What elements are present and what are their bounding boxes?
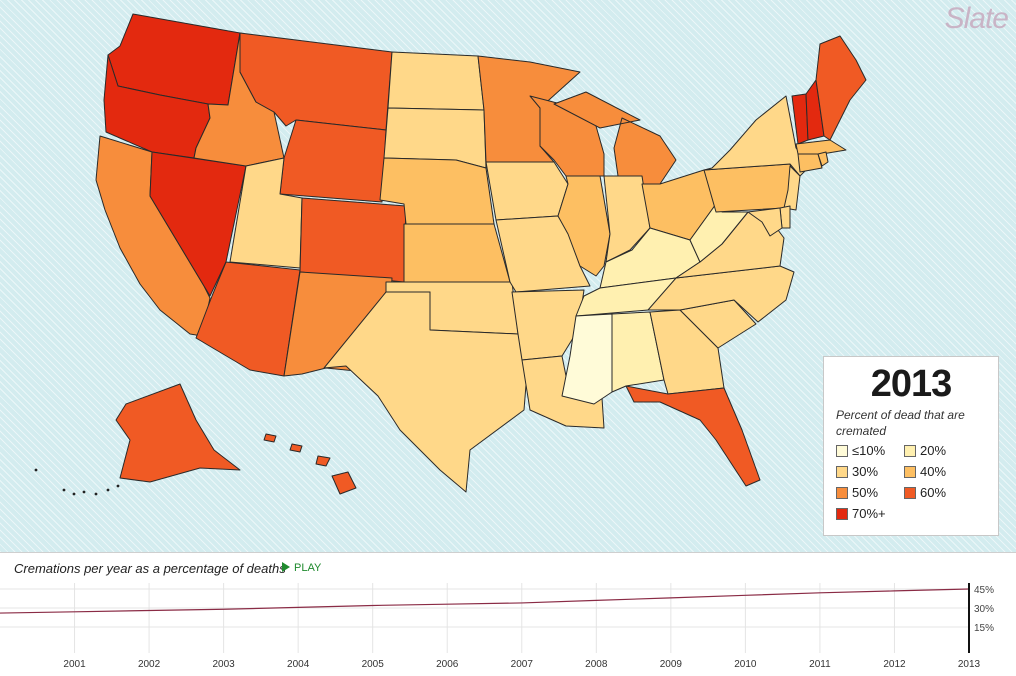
timeline-panel: Cremations per year as a percentage of d…: [0, 552, 1016, 675]
state-vt[interactable]: [791, 93, 809, 145]
state-hi[interactable]: [263, 433, 357, 495]
timeline-x-tick-label[interactable]: 2007: [511, 659, 534, 670]
state-tx[interactable]: [323, 291, 529, 493]
state-ct[interactable]: [797, 153, 823, 173]
map-panel: Slate 2013 Percent of dead that are crem…: [0, 0, 1016, 552]
state-me[interactable]: [815, 35, 867, 141]
timeline-x-tick-label[interactable]: 2008: [585, 659, 608, 670]
legend-swatch-60: [904, 486, 916, 499]
legend-label-60: 60%: [920, 485, 947, 500]
timeline-y-tick-label: 45%: [974, 585, 994, 596]
legend-item-60: 60%: [904, 485, 946, 500]
legend-swatch-10: [836, 444, 848, 457]
state-pa[interactable]: [703, 163, 799, 213]
timeline-title: Cremations per year as a percentage of d…: [14, 561, 286, 576]
timeline-y-tick-label: 15%: [974, 623, 994, 634]
state-in[interactable]: [603, 175, 651, 263]
timeline-x-tick-label[interactable]: 2006: [436, 659, 459, 670]
legend-swatch-30: [836, 465, 848, 478]
state-nc[interactable]: [647, 265, 795, 323]
timeline-x-tick-label[interactable]: 2001: [63, 659, 86, 670]
play-label: PLAY: [294, 562, 322, 574]
aleutian-island: [94, 492, 98, 496]
timeline-x-tick-label[interactable]: 2013: [958, 659, 981, 670]
timeline-trend-line: [0, 588, 970, 614]
timeline-y-tick-label: 30%: [974, 604, 994, 615]
play-button[interactable]: PLAY: [282, 562, 321, 574]
legend-label-50: 50%: [852, 485, 879, 500]
legend-item-20: 20%: [904, 443, 946, 458]
map-legend: 2013 Percent of dead that are cremated ≤…: [823, 356, 999, 536]
timeline-x-tick-label[interactable]: 2003: [212, 659, 235, 670]
state-il[interactable]: [557, 175, 611, 277]
legend-swatch-70: [836, 507, 848, 520]
us-cremation-map: [34, 13, 867, 496]
slate-logo: Slate: [944, 2, 1009, 35]
state-md[interactable]: [747, 207, 783, 237]
state-fl[interactable]: [625, 385, 761, 487]
aleutian-island: [62, 488, 66, 492]
legend-label-40: 40%: [920, 464, 947, 479]
legend-item-10: ≤10%: [836, 443, 885, 458]
aleutian-island: [82, 490, 86, 494]
timeline-x-tick-label[interactable]: 2012: [883, 659, 906, 670]
legend-item-40: 40%: [904, 464, 946, 479]
timeline-x-tick-label[interactable]: 2002: [138, 659, 161, 670]
state-az[interactable]: [195, 261, 301, 377]
aleutian-island: [116, 484, 120, 488]
state-wy[interactable]: [279, 119, 387, 203]
timeline-x-tick-label[interactable]: 2004: [287, 659, 310, 670]
aleutian-island: [72, 492, 76, 496]
timeline-x-tick-label[interactable]: 2010: [734, 659, 757, 670]
state-ks[interactable]: [403, 223, 511, 283]
state-ak[interactable]: [115, 383, 241, 483]
legend-swatch-20: [904, 444, 916, 457]
legend-item-70: 70%+: [836, 506, 886, 521]
timeline-x-tick-label[interactable]: 2011: [809, 659, 831, 670]
state-nd[interactable]: [387, 51, 485, 111]
aleutian-island: [106, 488, 110, 492]
play-icon: [282, 562, 290, 572]
timeline-x-tick-label[interactable]: 2009: [660, 659, 683, 670]
timeline-x-tick-label[interactable]: 2005: [362, 659, 385, 670]
legend-item-30: 30%: [836, 464, 878, 479]
state-al[interactable]: [611, 311, 665, 393]
state-ri[interactable]: [817, 151, 829, 167]
legend-year: 2013: [870, 363, 953, 405]
legend-swatch-40: [904, 465, 916, 478]
state-ma[interactable]: [795, 139, 847, 155]
state-ia[interactable]: [485, 161, 569, 221]
legend-label-10: ≤10%: [852, 443, 886, 458]
legend-label-30: 30%: [852, 464, 879, 479]
timeline-chart[interactable]: 45% 30% 15% 2001 2002 2003 2004 2005 2006 2007 200…: [0, 583, 1016, 676]
legend-swatch-50: [836, 486, 848, 499]
legend-label-70: 70%+: [852, 506, 886, 521]
state-co[interactable]: [299, 197, 407, 283]
legend-description: Percent of dead that are cremated: [836, 408, 965, 438]
legend-label-20: 20%: [920, 443, 947, 458]
aleutian-island: [34, 468, 38, 472]
legend-item-50: 50%: [836, 485, 878, 500]
